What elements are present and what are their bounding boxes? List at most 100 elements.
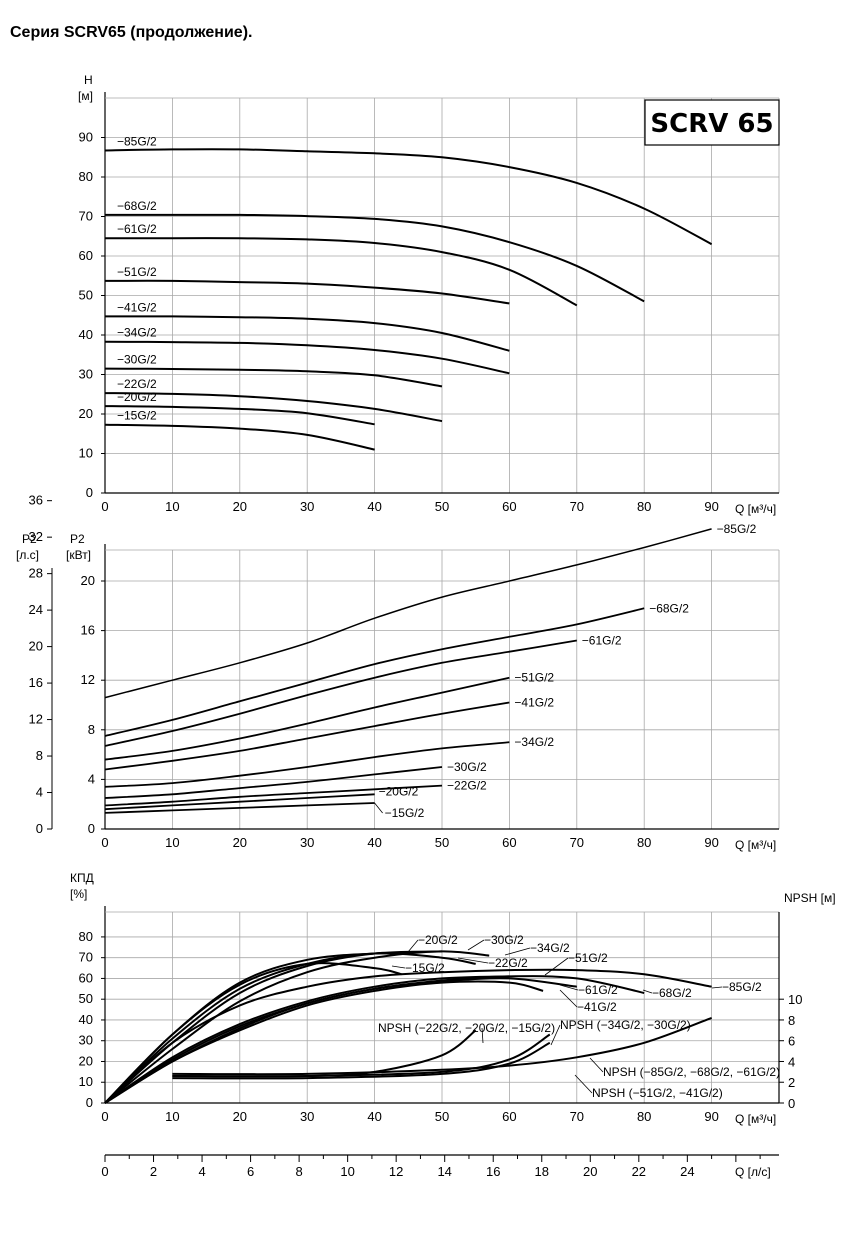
npsh-label-leader <box>481 1027 484 1044</box>
head-y-tick-label: 50 <box>79 288 93 303</box>
power-curve-61g-2 <box>104 639 577 747</box>
power-curve-label: −41G/2 <box>514 696 554 710</box>
eff-curve-label: −51G/2 <box>568 951 608 965</box>
eff-x-tick-label: 80 <box>637 1109 651 1124</box>
head-curve-61g-2 <box>104 237 578 307</box>
head-y-tick-label: 40 <box>79 327 93 342</box>
npsh-curve-label: NPSH (−51G/2, −41G/2) <box>592 1086 723 1100</box>
lps-axis-label: Q [л/с] <box>735 1165 771 1179</box>
eff-label-leader <box>642 989 653 994</box>
eff-curve-15g-2 <box>104 962 402 1104</box>
power-x-tick-label: 60 <box>502 835 516 850</box>
lps-tick-label: 8 <box>295 1164 302 1179</box>
lps-tick-label: 16 <box>486 1164 500 1179</box>
power-y-axis-label: P2 <box>70 532 85 546</box>
eff-x-tick-label: 20 <box>233 1109 247 1124</box>
eff-y-tick-label: 50 <box>79 991 93 1006</box>
head-chart: 0 10 20 30 40 50 60 70 80 90 Q [м³/ч] 0 10 20 30 40 50 60… <box>78 73 780 516</box>
eff-x-tick-label: 60 <box>502 1109 516 1124</box>
eff-label-leader <box>467 939 485 951</box>
power-hp-tick-label: 24 <box>29 602 43 617</box>
lps-tick-label: 22 <box>632 1164 646 1179</box>
eff-label-leader <box>559 984 579 991</box>
lps-tick-label: 4 <box>198 1164 205 1179</box>
eff-curve-label: −85G/2 <box>722 980 762 994</box>
eff-curve-label: −22G/2 <box>488 956 528 970</box>
power-curve-68g-2 <box>104 607 645 737</box>
power-chart: 0 10 20 30 40 50 60 70 80 90 Q [м³/ч] 0 4 8 12 16 20 0 4 8 1… <box>16 493 780 852</box>
power-curve-label: −85G/2 <box>717 522 757 536</box>
eff-y-tick-label: 60 <box>79 970 93 985</box>
eff-label-leader <box>457 957 489 964</box>
eff-curve-label: −68G/2 <box>652 986 692 1000</box>
power-curve-label: −20G/2 <box>379 784 419 798</box>
eff-x-tick-label: 30 <box>300 1109 314 1124</box>
power-hp-axis-unit: [л.с] <box>16 548 39 562</box>
head-curve-label: −20G/2 <box>117 390 157 404</box>
head-y-tick-label: 80 <box>79 169 93 184</box>
head-curve-51g-2 <box>104 279 510 305</box>
power-x-axis-label: Q [м³/ч] <box>735 838 776 852</box>
head-x-tick-label: 40 <box>367 499 381 514</box>
head-x-tick-label: 10 <box>165 499 179 514</box>
lps-tick-label: 18 <box>535 1164 549 1179</box>
npsh-axis-label: NPSH [м] <box>784 891 836 905</box>
eff-x-tick-label: 0 <box>101 1109 108 1124</box>
power-curve-label: −22G/2 <box>447 779 487 793</box>
npsh-tick-label: 10 <box>788 992 802 1007</box>
head-x-tick-label: 0 <box>101 499 108 514</box>
head-y-tick-label: 20 <box>79 406 93 421</box>
power-curve-85g-2 <box>104 528 712 699</box>
power-curve-51g-2 <box>104 676 510 761</box>
head-x-tick-label: 60 <box>502 499 516 514</box>
lps-tick-label: 0 <box>101 1164 108 1179</box>
power-x-tick-label: 20 <box>233 835 247 850</box>
eff-curve-label: −34G/2 <box>530 941 570 955</box>
power-hp-tick-label: 4 <box>36 785 43 800</box>
head-y-tick-label: 70 <box>79 209 93 224</box>
power-hp-tick-label: 12 <box>29 712 43 727</box>
power-curve-label: −30G/2 <box>447 760 487 774</box>
power-hp-tick-label: 32 <box>29 529 43 544</box>
head-curve-68g-2 <box>105 213 645 303</box>
eff-curve-label: −20G/2 <box>418 933 458 947</box>
head-y-tick-label: 60 <box>79 248 93 263</box>
power-curve-label: −34G/2 <box>514 735 554 749</box>
head-x-axis-label: Q [м³/ч] <box>735 502 776 516</box>
npsh-label-leader <box>550 1024 561 1046</box>
power-curve-15g-2 <box>104 802 375 814</box>
power-curve-label: −68G/2 <box>649 601 689 615</box>
head-y-tick-label: 0 <box>86 485 93 500</box>
power-hp-tick-label: 16 <box>29 675 43 690</box>
head-x-tick-label: 90 <box>704 499 718 514</box>
power-curve-34g-2 <box>104 741 510 788</box>
eff-x-tick-label: 70 <box>570 1109 584 1124</box>
head-x-tick-label: 30 <box>300 499 314 514</box>
head-curve-34g-2 <box>104 340 510 375</box>
power-y-tick-label: 0 <box>88 821 95 836</box>
eff-y-tick-label: 70 <box>79 950 93 965</box>
power-hp-tick-label: 20 <box>29 639 43 654</box>
eff-label-leader <box>711 986 723 989</box>
lps-tick-label: 6 <box>247 1164 254 1179</box>
power-curve-label: −15G/2 <box>385 806 425 820</box>
npsh-tick-label: 4 <box>788 1054 795 1069</box>
npsh-tick-label: 8 <box>788 1013 795 1028</box>
lps-tick-label: 10 <box>340 1164 354 1179</box>
eff-y-tick-label: 0 <box>86 1095 93 1110</box>
head-y-tick-label: 30 <box>79 367 93 382</box>
eff-y-tick-label: 30 <box>79 1033 93 1048</box>
eff-y-tick-label: 40 <box>79 1012 93 1027</box>
npsh-tick-label: 0 <box>788 1096 795 1111</box>
head-y-axis-label: H <box>84 73 93 87</box>
npsh-curve-label: NPSH (−85G/2, −68G/2, −61G/2) <box>603 1065 780 1079</box>
power-curve-30g-2 <box>104 766 443 799</box>
eff-label-leader <box>504 947 531 956</box>
head-curve-label: −30G/2 <box>117 353 157 367</box>
power-y-tick-label: 16 <box>81 623 95 638</box>
power-curve-label: −51G/2 <box>514 671 554 685</box>
efficiency-npsh-chart: 0 10 20 30 40 50 60 70 80 90 Q [м³/ч]0102030405060… <box>70 871 836 1126</box>
head-x-tick-label: 80 <box>637 499 651 514</box>
power-curve-label: −61G/2 <box>582 634 622 648</box>
